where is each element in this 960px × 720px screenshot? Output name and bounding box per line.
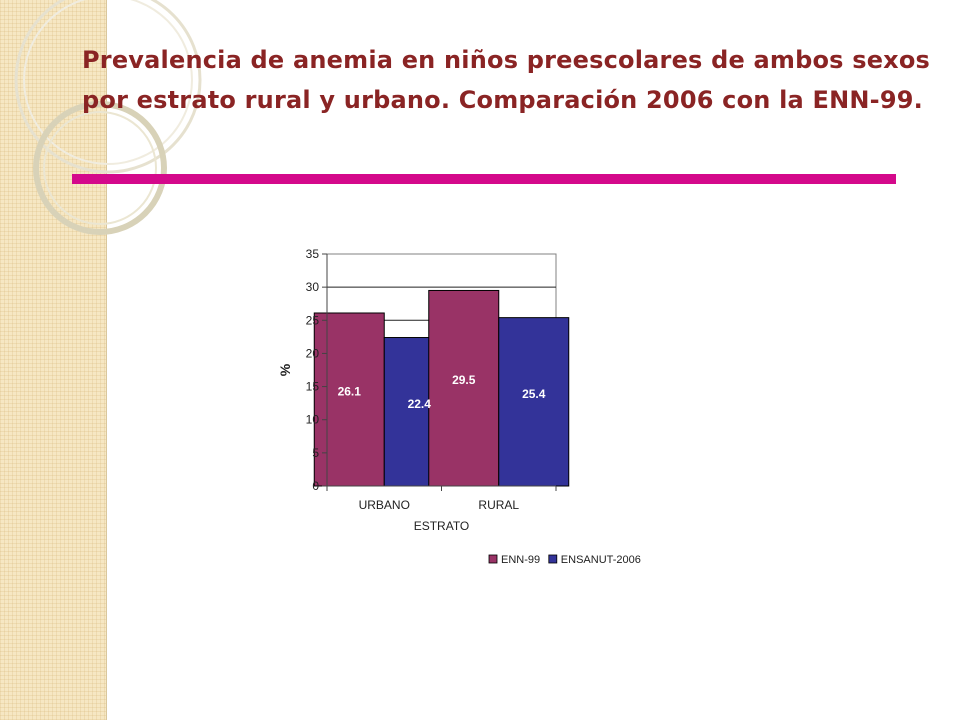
axes [322,253,557,491]
bar-enn-99-urbano [313,312,385,487]
data-label: 26.1 [338,384,362,398]
labels: 0 5 10 15 20 25 30 35 26.1 22.4 URBANO 29.5 25.4 RURA… [277,247,546,533]
decorative-circles [14,0,202,235]
x-tick-label: URBANO [359,498,410,512]
data-label: 25.4 [522,387,546,401]
bars [313,289,570,487]
bar-enn-99-rural [428,289,500,487]
y-axis-title: % [277,363,293,376]
legend-swatch-enn-99 [488,554,498,564]
y-tick-label: 20 [306,346,320,360]
x-axis-title: ESTRATO [414,519,470,533]
y-tick-label: 0 [312,479,319,493]
y-tick-label: 35 [306,247,320,261]
legend-label: ENSANUT-2006 [561,554,641,566]
legend: ENN-99 ENSANUT-2006 [488,554,641,566]
y-tick-label: 15 [306,380,320,394]
data-label: 29.5 [452,373,476,387]
data-label: 22.4 [408,397,432,411]
decorative-side-strip [0,0,107,720]
y-tick-label: 5 [312,446,319,460]
bar-chart: 0 5 10 15 20 25 30 35 26.1 22.4 URBANO 29.5 25.4 RURA… [277,247,641,566]
y-tick-label: 25 [306,313,320,327]
slide-title: Prevalencia de anemia en niños preescola… [82,46,931,114]
legend-label: ENN-99 [501,554,540,566]
x-tick-label: RURAL [478,498,519,512]
legend-swatch-ensanut-2006 [548,554,558,564]
title-underline-rule [72,174,896,184]
bar-ensanut-2006-rural [498,317,570,487]
y-tick-label: 30 [306,280,320,294]
y-tick-label: 10 [306,413,320,427]
